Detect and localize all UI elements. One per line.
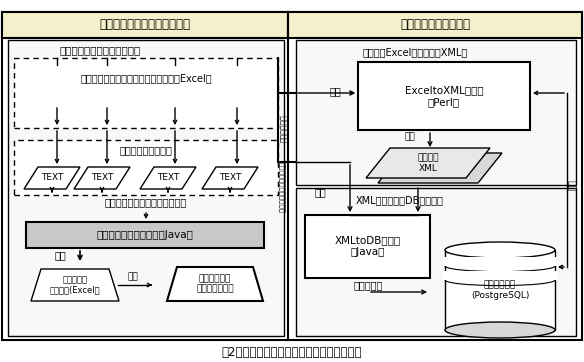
Text: ExceltoXMLツール
（Perl）: ExceltoXMLツール （Perl） xyxy=(405,85,484,107)
Text: 出力: 出力 xyxy=(54,250,66,260)
Text: 図2　農業技術体系データベースの構築手順: 図2 農業技術体系データベースの構築手順 xyxy=(222,345,362,358)
Bar xyxy=(8,40,284,336)
Polygon shape xyxy=(74,167,130,189)
Bar xyxy=(296,40,576,185)
Text: 一括読み込み（フォルダ指定）: 一括読み込み（フォルダ指定） xyxy=(105,197,187,207)
Bar xyxy=(443,271,557,280)
Text: 資材・機械データの名称統一: 資材・機械データの名称統一 xyxy=(60,45,141,55)
Polygon shape xyxy=(167,267,263,301)
Polygon shape xyxy=(202,167,258,189)
Text: 名称統一支援　ツール（Java）: 名称統一支援 ツール（Java） xyxy=(96,230,193,240)
Bar xyxy=(296,188,576,336)
Text: 参照: 参照 xyxy=(128,273,138,282)
Polygon shape xyxy=(24,167,80,189)
Text: TEXT: TEXT xyxy=(157,173,179,182)
Bar xyxy=(445,250,555,330)
Text: 作成された各作目の技術体系ブック（Excel）: 作成された各作目の技術体系ブック（Excel） xyxy=(80,73,212,83)
Bar xyxy=(358,62,530,130)
Text: 技術体系ブックの名称修正: 技術体系ブックの名称修正 xyxy=(279,163,286,214)
Text: インポート: インポート xyxy=(353,280,383,290)
Bar xyxy=(26,222,264,248)
Polygon shape xyxy=(31,269,119,301)
Text: 農業技術体系データ作成段階: 農業技術体系データ作成段階 xyxy=(99,18,190,31)
Text: 同一フォルダに保存: 同一フォルダに保存 xyxy=(120,145,172,155)
Text: XMLtoDBツール
（Java）: XMLtoDBツール （Java） xyxy=(335,235,401,257)
Text: TEXT: TEXT xyxy=(41,173,63,182)
Text: 技術体系ExcelファイルのXML化: 技術体系ExcelファイルのXML化 xyxy=(363,47,468,57)
Bar xyxy=(443,257,557,266)
Bar xyxy=(14,140,278,195)
Text: 技術体系
XML: 技術体系 XML xyxy=(417,153,439,173)
Bar xyxy=(14,58,278,128)
Text: 名称の確認・
整理・修正作業: 名称の確認・ 整理・修正作業 xyxy=(196,274,234,294)
Bar xyxy=(288,12,582,38)
Text: 統一作業終了: 統一作業終了 xyxy=(280,114,288,142)
Text: 入力: 入力 xyxy=(329,86,341,96)
Text: 抜出: 抜出 xyxy=(405,132,415,142)
Text: 技術体系ＤＢ
(PostgreSQL): 技術体系ＤＢ (PostgreSQL) xyxy=(471,280,529,300)
Text: TEXT: TEXT xyxy=(219,173,241,182)
Bar xyxy=(2,12,288,38)
Text: XMLファイルのDB取り込み: XMLファイルのDB取り込み xyxy=(356,195,444,205)
Text: 費目別集計
ファイル(Excel）: 費目別集計 ファイル(Excel） xyxy=(50,275,100,295)
Polygon shape xyxy=(378,153,502,183)
Text: TEXT: TEXT xyxy=(91,173,113,182)
Ellipse shape xyxy=(445,322,555,338)
Polygon shape xyxy=(140,167,196,189)
Polygon shape xyxy=(366,148,490,178)
Text: データベース登録段階: データベース登録段階 xyxy=(400,18,470,31)
Bar xyxy=(305,215,430,278)
Text: 入力: 入力 xyxy=(314,187,326,197)
Text: 参照: 参照 xyxy=(568,180,578,190)
Ellipse shape xyxy=(445,242,555,258)
